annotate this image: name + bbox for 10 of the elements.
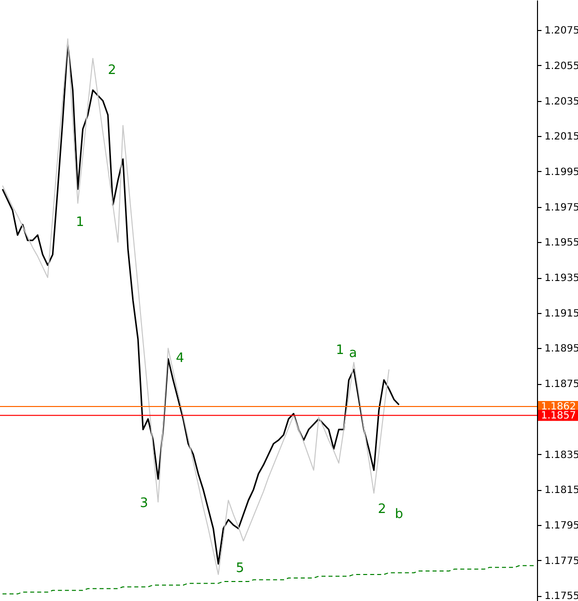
- ref-line-label: 1.1857: [541, 410, 576, 422]
- annotation: 2: [378, 502, 386, 517]
- annotation: 5: [236, 561, 244, 576]
- annotation: 4: [176, 351, 184, 366]
- annotation: a: [349, 346, 357, 361]
- annotation: 1: [76, 215, 84, 230]
- annotation: 1: [336, 343, 344, 358]
- annotation: 3: [140, 496, 148, 511]
- annotation: 2: [108, 63, 116, 78]
- annotation: b: [394, 507, 404, 522]
